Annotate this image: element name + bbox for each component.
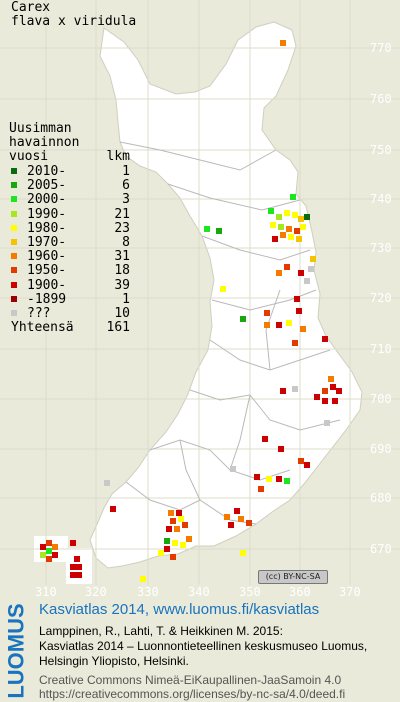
legend-row-label: 2010- xyxy=(27,164,67,179)
license-line1: Creative Commons Nimeä-EiKaupallinen-Jaa… xyxy=(39,673,342,687)
legend-row-label: 2000- xyxy=(27,192,67,208)
legend-header-year: vuosi xyxy=(9,149,49,164)
legend-swatch xyxy=(11,281,17,288)
legend-swatch xyxy=(11,168,17,174)
y-tick: 690 xyxy=(370,442,392,456)
legend-row: -1899 1 xyxy=(9,291,130,307)
legend-row-label: 1900- xyxy=(27,277,67,293)
cc-license-badge[interactable]: (cc) BY-NC-SA xyxy=(258,570,328,584)
citation-line1: Lamppinen, R., Lahti, T. & Heikkinen M. … xyxy=(39,624,283,638)
y-tick: 720 xyxy=(370,291,392,305)
legend-row-label: 1960- xyxy=(27,249,67,265)
luomus-logo: LUOMUS xyxy=(4,603,29,698)
legend-row-count: 1 xyxy=(122,291,130,307)
legend-row-label: 2005- xyxy=(27,178,67,194)
citation-line3: Helsingin Yliopisto, Helsinki. xyxy=(39,654,189,668)
x-tick: 320 xyxy=(85,585,107,599)
finland-outline xyxy=(89,21,363,569)
legend-total-count: 161 xyxy=(106,320,130,336)
legend-rows: 2010- 1 2005- 6 2000- 3 1990- 21 1980- 23 1970- 8 19… xyxy=(9,165,130,321)
legend-row-label: 1990- xyxy=(27,206,67,222)
legend-row-count: 8 xyxy=(122,234,130,250)
x-tick: 310 xyxy=(35,585,57,599)
y-tick: 710 xyxy=(370,342,392,356)
legend-row: 1980- 23 xyxy=(9,220,130,236)
x-tick: 360 xyxy=(289,585,311,599)
legend-header-count: lkm xyxy=(106,149,130,164)
region-boundaries xyxy=(119,141,341,525)
legend-row-count: 39 xyxy=(114,277,130,293)
species-name: Carex flava x viridula xyxy=(11,1,136,29)
legend-title-line2: havainnon xyxy=(9,135,80,150)
y-tick: 670 xyxy=(370,542,392,556)
legend-row-label: -1899 xyxy=(27,291,67,307)
legend-swatch xyxy=(11,196,17,203)
legend-header: vuosi lkm xyxy=(9,150,130,165)
legend-row: ??? 10 xyxy=(9,305,130,321)
y-tick: 680 xyxy=(370,491,392,505)
legend-row: 2000- 3 xyxy=(9,193,130,207)
x-tick: 340 xyxy=(188,585,210,599)
atlas-link[interactable]: Kasviatlas 2014, www.luomus.fi/kasviatla… xyxy=(39,601,320,618)
aland-islands xyxy=(34,536,92,584)
grid-lines xyxy=(0,0,400,585)
x-tick: 350 xyxy=(239,585,261,599)
y-tick: 700 xyxy=(370,392,392,406)
legend-row: 2010- 1 xyxy=(9,165,130,179)
legend-row-count: 10 xyxy=(114,305,130,321)
legend-row-count: 21 xyxy=(114,206,130,222)
legend-row-count: 23 xyxy=(114,220,130,236)
legend-row-label: 1980- xyxy=(27,220,67,236)
legend-row-count: 3 xyxy=(122,192,130,208)
species-genus: Carex xyxy=(11,0,51,15)
legend-row-count: 6 xyxy=(122,178,130,194)
license-url[interactable]: https://creativecommons.org/licenses/by-… xyxy=(39,687,346,701)
legend-swatch xyxy=(11,267,17,274)
x-tick: 330 xyxy=(137,585,159,599)
x-tick: 370 xyxy=(339,585,361,599)
legend-row-label: ??? xyxy=(27,305,51,321)
legend-swatch xyxy=(11,253,17,260)
y-tick: 770 xyxy=(370,41,392,55)
y-tick: 760 xyxy=(370,92,392,106)
legend-row-label: 1950- xyxy=(27,263,67,279)
logo-text: LUOMUS xyxy=(4,603,29,698)
legend: Uusimman havainnon vuosi lkm 2010- 1 2005-… xyxy=(9,122,130,335)
legend-row-count: 18 xyxy=(114,263,130,279)
legend-total: Yhteensä 161 xyxy=(9,321,130,335)
legend-row: 1900- 39 xyxy=(9,277,130,293)
legend-swatch xyxy=(11,295,17,302)
species-epithet: flava x viridula xyxy=(11,14,137,29)
legend-row-label: 1970- xyxy=(27,234,67,250)
legend-row: 2005- 6 xyxy=(9,179,130,193)
legend-total-label: Yhteensä xyxy=(11,320,74,336)
legend-row: 1990- 21 xyxy=(9,206,130,222)
legend-row: 1970- 8 xyxy=(9,234,130,250)
legend-title-line1: Uusimman xyxy=(9,121,72,136)
citation-line2: Kasviatlas 2014 – Luonnontieteellinen ke… xyxy=(39,639,368,653)
legend-row: 1950- 18 xyxy=(9,264,130,278)
distribution-map xyxy=(0,0,400,585)
legend-row-count: 31 xyxy=(114,249,130,265)
legend-swatch xyxy=(11,210,17,217)
y-tick: 740 xyxy=(370,192,392,206)
legend-swatch xyxy=(11,309,17,316)
legend-swatch xyxy=(11,182,17,189)
y-tick: 730 xyxy=(370,241,392,255)
legend-swatch xyxy=(11,224,17,231)
legend-swatch xyxy=(11,238,17,245)
legend-row-count: 1 xyxy=(122,164,130,179)
observations xyxy=(40,40,342,582)
legend-row: 1960- 31 xyxy=(9,250,130,264)
y-tick: 750 xyxy=(370,143,392,157)
